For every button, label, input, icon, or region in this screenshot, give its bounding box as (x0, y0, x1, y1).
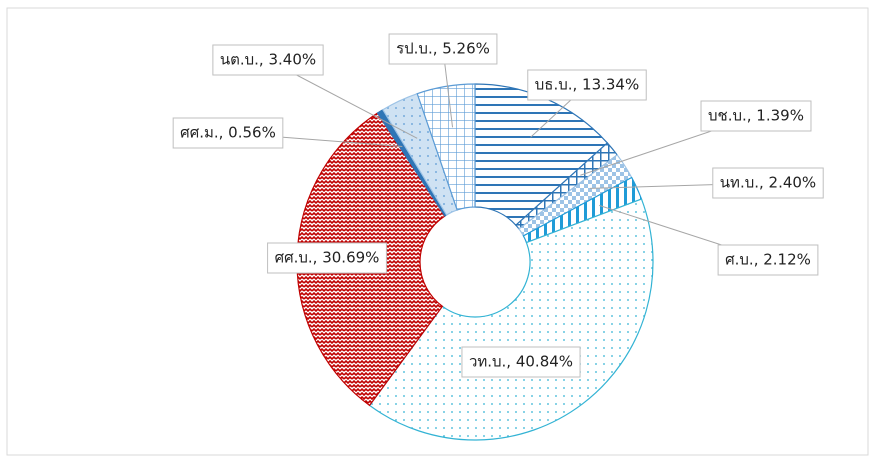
data-label: นท.บ., 2.40% (720, 174, 816, 192)
label-box (172, 117, 284, 149)
label-box (712, 167, 824, 199)
data-label: ศศ.ม., 0.56% (180, 124, 276, 142)
label-box (212, 44, 324, 76)
data-label: รป.บ., 5.26% (396, 40, 490, 58)
data-label: นต.บ., 3.40% (220, 51, 316, 69)
label-box (700, 100, 812, 132)
data-label: ศศ.บ., 30.69% (275, 249, 380, 267)
data-label: บธ.บ., 13.34% (535, 76, 639, 94)
label-box (527, 69, 647, 101)
label-box (267, 242, 387, 274)
label-box (717, 244, 819, 276)
donut-slice (416, 83, 476, 211)
data-label: ศ.บ., 2.12% (725, 251, 811, 269)
donut-slice (474, 83, 609, 227)
donut-slice (368, 198, 654, 441)
label-box (388, 33, 498, 65)
data-label: วท.บ., 40.84% (469, 353, 573, 371)
label-box (461, 346, 581, 378)
data-label: บช.บ., 1.39% (708, 107, 804, 125)
